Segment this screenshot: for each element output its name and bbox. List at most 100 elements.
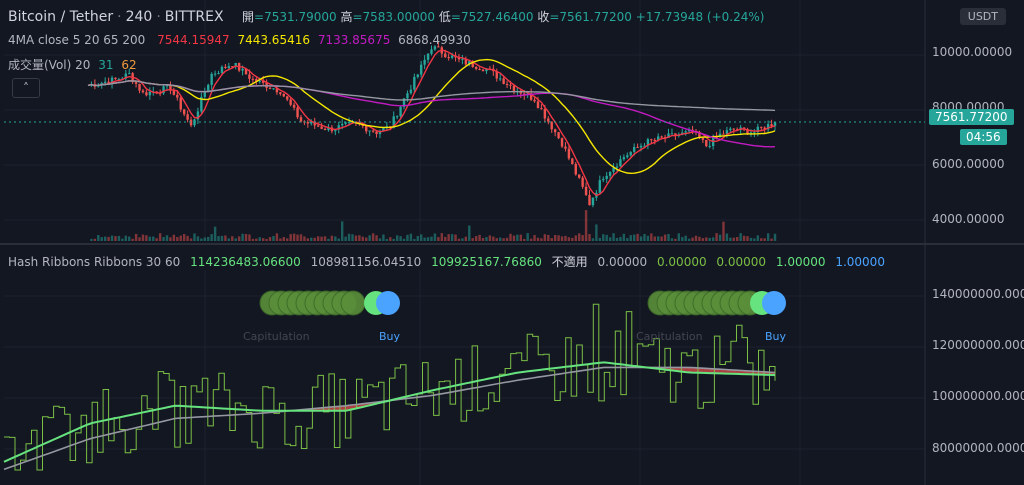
candle-body [207, 84, 210, 93]
volume-bar [351, 234, 354, 241]
volume-bar [128, 236, 131, 241]
candle-body [176, 94, 179, 98]
volume-bar [306, 238, 310, 241]
hash-v8: 1.00000 [835, 255, 885, 269]
volume-bar [124, 235, 127, 241]
candle-body [169, 85, 172, 91]
volume-bar [165, 235, 169, 241]
volume-bar [258, 237, 261, 241]
volume-bar [605, 234, 608, 241]
ma-line-200 [87, 80, 776, 112]
volume-bar [495, 238, 498, 241]
volume-bar [279, 238, 282, 241]
candle-body [220, 66, 224, 74]
volume-label[interactable]: 成交量(Vol) 20 [8, 58, 91, 72]
candle-body [622, 157, 626, 160]
volume-bar [416, 235, 419, 241]
ribbon-capitulation-fill [339, 405, 346, 411]
candle-body [241, 68, 244, 71]
volume-bar [296, 234, 299, 241]
volume-bar [450, 234, 454, 241]
candle-body [612, 167, 615, 172]
candle-body [258, 80, 261, 82]
collapse-legend-button[interactable]: ˄ [12, 78, 40, 98]
candle-body [423, 59, 426, 65]
candle-body [619, 159, 622, 167]
volume-bar [705, 237, 708, 241]
candle-body [182, 109, 186, 115]
candle-body [296, 107, 299, 118]
volume-bar [492, 236, 495, 241]
candle-body [636, 146, 639, 148]
volume-bar [540, 238, 543, 241]
volume-bar [261, 238, 265, 241]
symbol-header: Bitcoin / Tether · 240 · BITTREX 開=7531.7900… [8, 9, 765, 25]
price-tick: 10000.00000 [932, 45, 1013, 59]
volume-bar [282, 237, 285, 241]
hash-v6: 0.00000 [716, 255, 767, 269]
volume-bar [344, 236, 347, 241]
candle-body [382, 127, 385, 132]
volume-bar [426, 237, 430, 241]
volume-bar [200, 238, 203, 241]
volume-bar [320, 236, 323, 241]
candle-body [103, 81, 107, 83]
candle-body [581, 177, 584, 187]
volume-legend[interactable]: 成交量(Vol) 20 31 62 [8, 56, 137, 73]
candle-body [378, 131, 382, 135]
ma-label[interactable]: 4MA close 5 20 65 200 [8, 33, 146, 47]
volume-bar [756, 235, 760, 241]
high-label: 高 [340, 10, 353, 24]
ribbon-capitulation-fill [692, 367, 698, 373]
currency-badge[interactable]: USDT [959, 8, 1006, 25]
candle-body [629, 151, 632, 156]
hash-ribbons-label[interactable]: Hash Ribbons Ribbons 30 60 [8, 255, 181, 269]
volume-v1: 31 [98, 58, 114, 72]
candle-body [344, 122, 347, 124]
candle-body [272, 88, 275, 90]
candle-body [186, 114, 189, 120]
volume-bar [691, 237, 694, 241]
candle-body [275, 88, 279, 93]
volume-bar [237, 236, 241, 241]
volume-bar [543, 234, 547, 241]
volume-bar [485, 237, 488, 241]
volume-bar [138, 237, 141, 241]
candle-body [560, 138, 564, 147]
interval-label[interactable]: 240 [125, 9, 153, 25]
volume-bar [172, 234, 176, 241]
volume-bar [437, 237, 440, 241]
volume-bar [399, 236, 402, 241]
candle-body [543, 109, 547, 119]
candle-body [657, 136, 660, 141]
volume-v2: 62 [121, 58, 137, 72]
ribbon-capitulation-fill [703, 368, 709, 374]
hash-ribbons-legend[interactable]: Hash Ribbons Ribbons 30 60 114236483.066… [8, 253, 891, 270]
candle-body [200, 96, 203, 112]
candle-body [512, 85, 516, 92]
candle-body [502, 78, 505, 84]
candle-body [485, 68, 488, 72]
candle-body [375, 131, 378, 135]
last-price-badge: 7561.77200 [929, 109, 1014, 125]
volume-bar [162, 237, 165, 241]
volume-bar [365, 237, 368, 241]
buy-signal-marker [762, 291, 786, 315]
volume-bar [598, 237, 602, 241]
volume-bar [361, 236, 365, 241]
candle-body [371, 130, 375, 132]
volume-bar [265, 238, 268, 241]
volume-bar [564, 235, 567, 241]
volume-bar [529, 238, 533, 241]
buy-label: Buy [379, 330, 401, 343]
volume-bar [557, 235, 560, 241]
ma-legend[interactable]: 4MA close 5 20 65 200 7544.15947 7443.65… [8, 33, 471, 47]
volume-bar [687, 238, 691, 241]
candle-body [557, 132, 560, 139]
volume-bar [461, 238, 464, 241]
symbol-name[interactable]: Bitcoin / Tether [8, 9, 114, 25]
ribbon-capitulation-fill [708, 368, 715, 374]
volume-bar [145, 235, 148, 241]
